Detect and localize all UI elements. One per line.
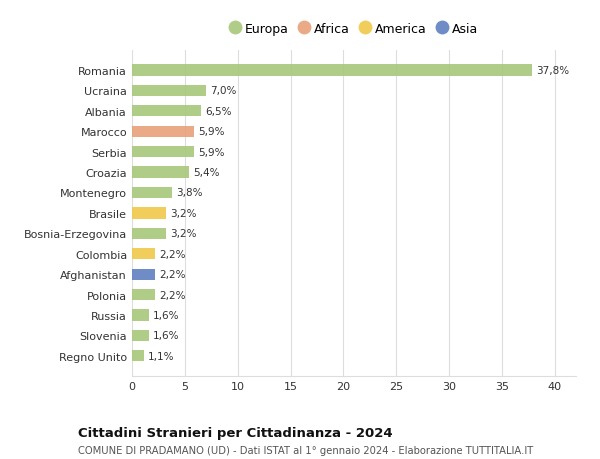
Text: 3,2%: 3,2% — [170, 229, 197, 239]
Text: 3,8%: 3,8% — [176, 188, 203, 198]
Bar — [132, 86, 206, 97]
Bar — [132, 350, 143, 362]
Bar — [132, 289, 155, 301]
Text: 6,5%: 6,5% — [205, 106, 232, 117]
Text: 5,9%: 5,9% — [199, 147, 225, 157]
Text: 2,2%: 2,2% — [160, 290, 186, 300]
Text: COMUNE DI PRADAMANO (UD) - Dati ISTAT al 1° gennaio 2024 - Elaborazione TUTTITAL: COMUNE DI PRADAMANO (UD) - Dati ISTAT al… — [78, 445, 533, 455]
Text: 2,2%: 2,2% — [160, 269, 186, 280]
Text: 1,6%: 1,6% — [153, 330, 179, 341]
Bar — [132, 208, 166, 219]
Text: 3,2%: 3,2% — [170, 208, 197, 218]
Text: 2,2%: 2,2% — [160, 249, 186, 259]
Text: 1,6%: 1,6% — [153, 310, 179, 320]
Text: 1,1%: 1,1% — [148, 351, 175, 361]
Bar — [132, 187, 172, 199]
Bar — [132, 310, 149, 321]
Text: 37,8%: 37,8% — [536, 66, 569, 76]
Bar — [132, 65, 532, 77]
Bar — [132, 126, 194, 138]
Text: 7,0%: 7,0% — [210, 86, 236, 96]
Bar — [132, 330, 149, 341]
Bar — [132, 269, 155, 280]
Bar — [132, 147, 194, 158]
Text: 5,9%: 5,9% — [199, 127, 225, 137]
Text: 5,4%: 5,4% — [193, 168, 220, 178]
Bar — [132, 106, 201, 117]
Bar — [132, 167, 189, 178]
Text: Cittadini Stranieri per Cittadinanza - 2024: Cittadini Stranieri per Cittadinanza - 2… — [78, 426, 392, 439]
Bar — [132, 228, 166, 240]
Bar — [132, 249, 155, 260]
Legend: Europa, Africa, America, Asia: Europa, Africa, America, Asia — [226, 19, 482, 40]
